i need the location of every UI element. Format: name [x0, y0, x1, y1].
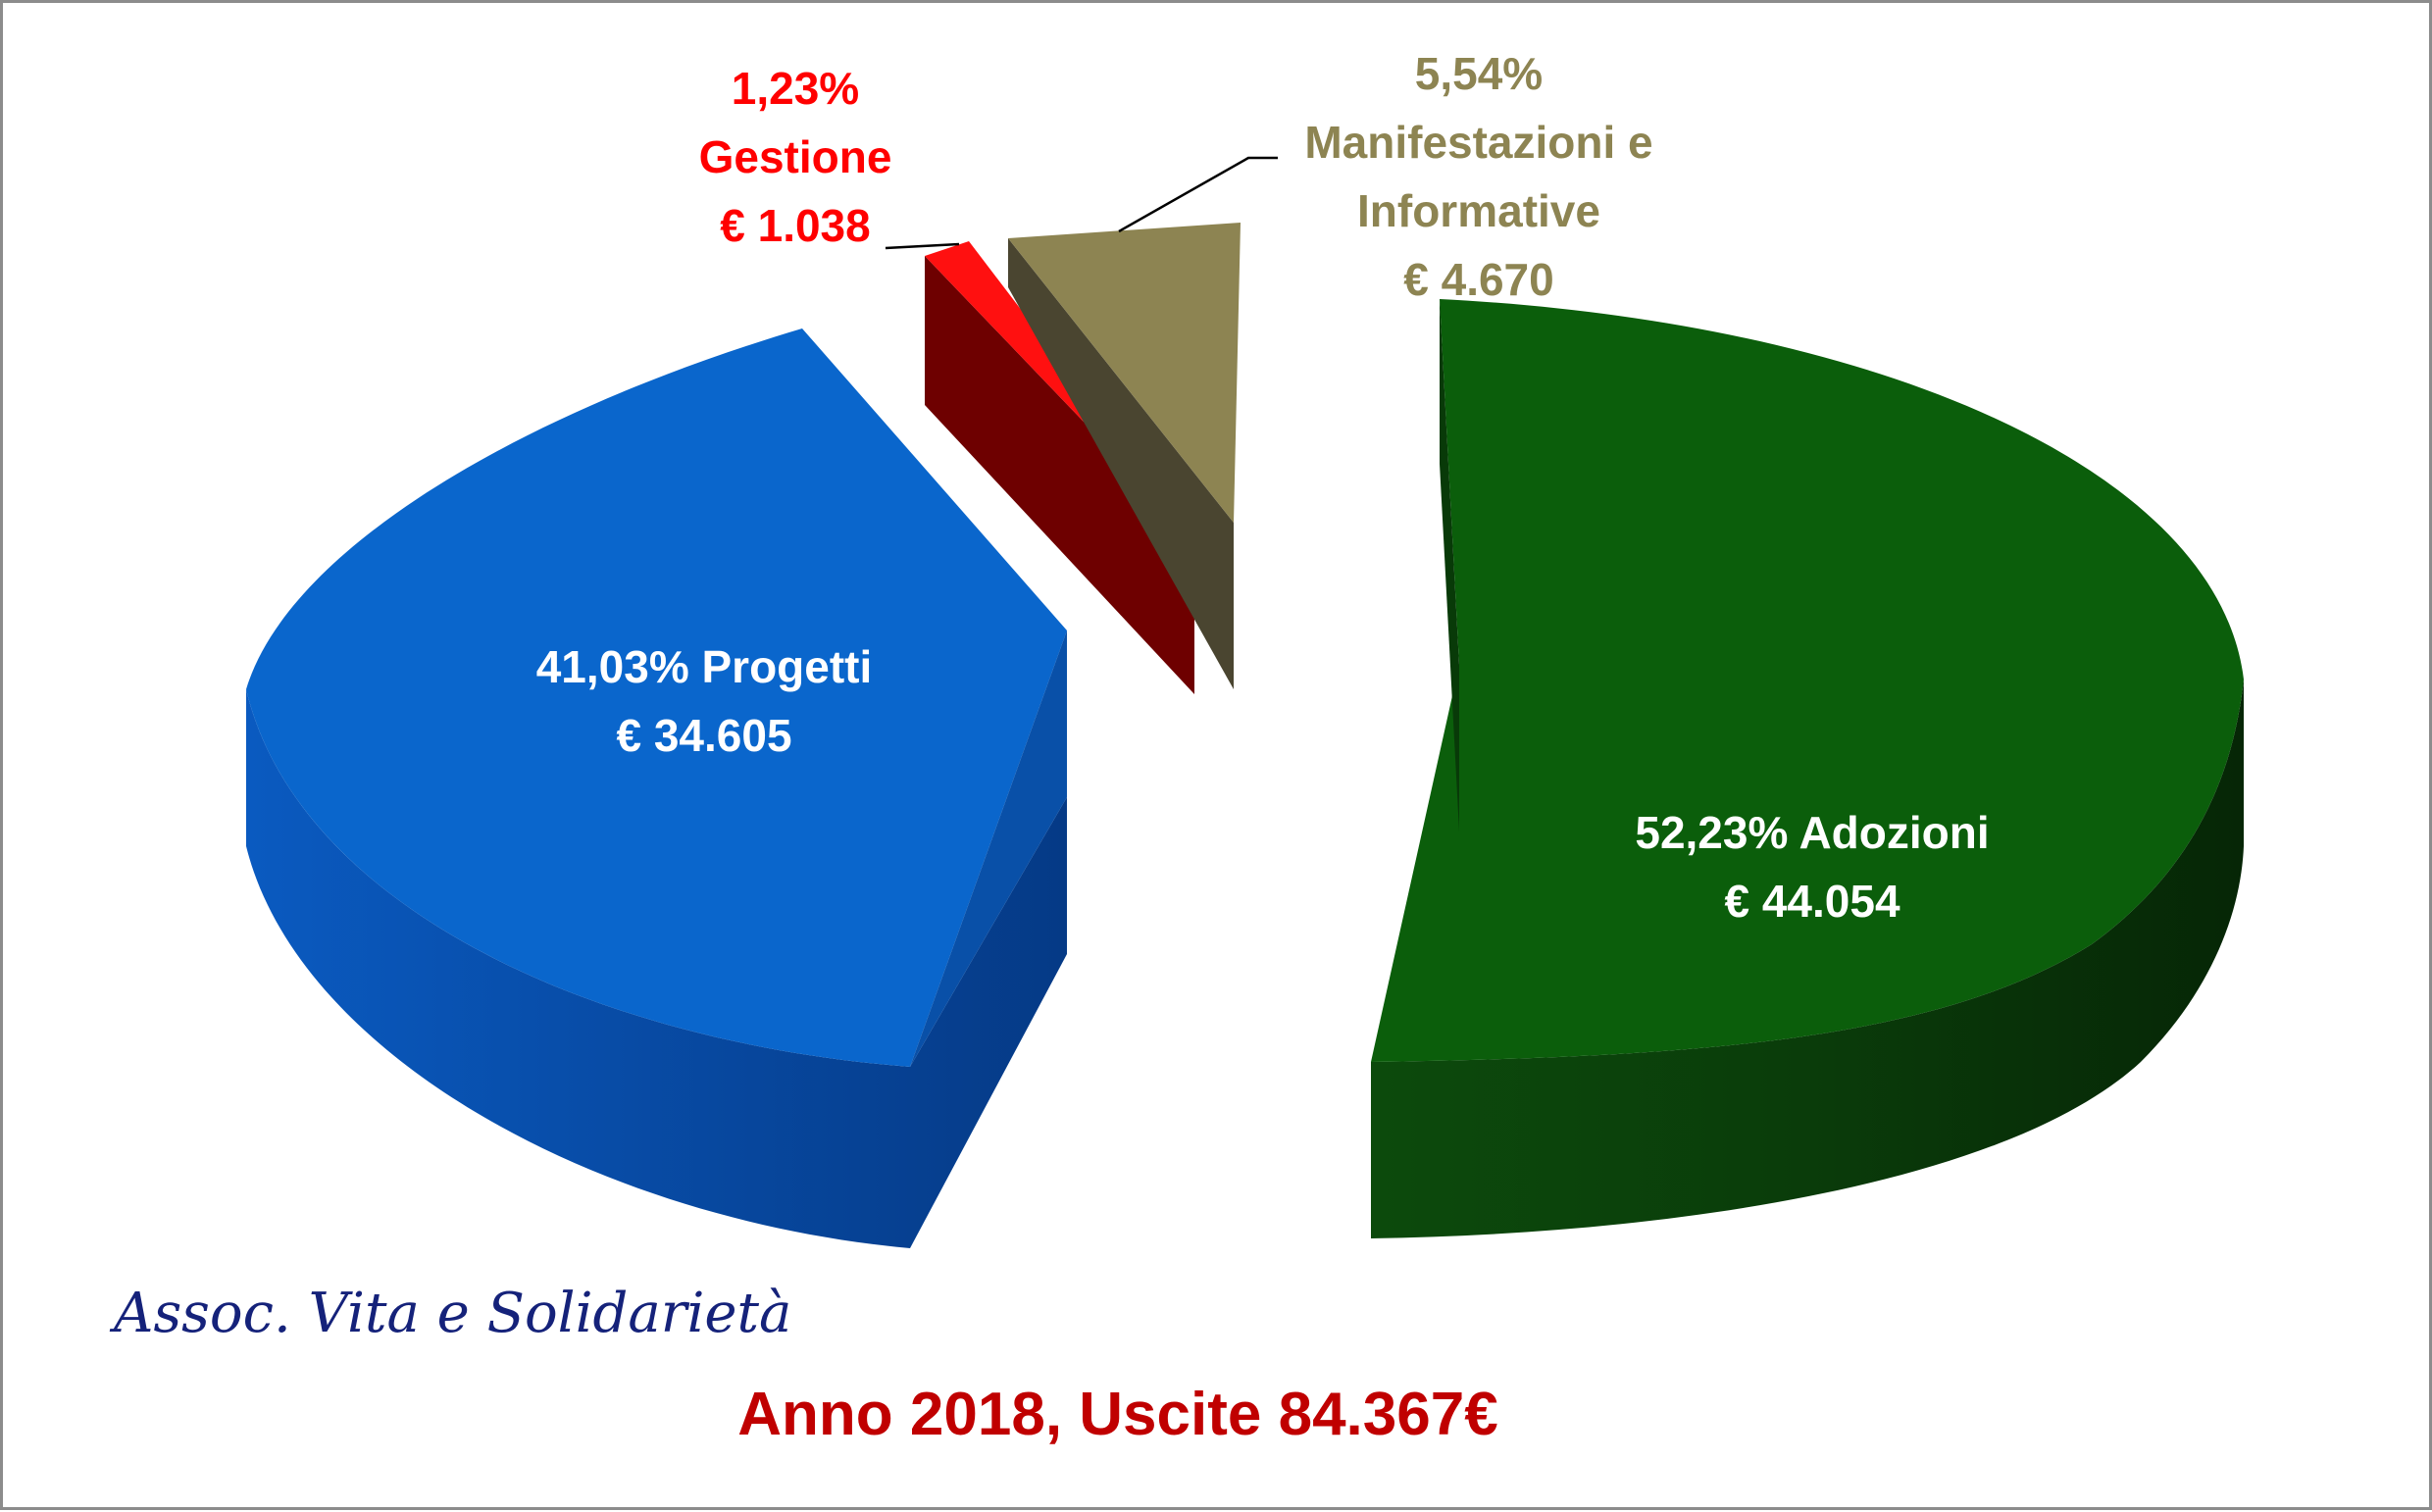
chart-title: Anno 2018, Uscite 84.367€: [737, 1381, 1497, 1448]
pie-slice-progetti-inner-face: [910, 630, 1067, 1067]
pie-slice-progetti: 41,03% Progetti € 34.605: [246, 328, 1067, 1248]
pie-chart: 52,23% Adozioni € 44.054 41,03% Progetti…: [109, 48, 2244, 1448]
pie-slice-manifestazioni-top: [1008, 223, 1241, 523]
slice-label-adozioni-percent: 52,23% Adozioni: [1635, 807, 1989, 858]
slice-label-gestione-value: € 1.038: [720, 200, 870, 251]
pie-slice-gestione-side: [925, 256, 1194, 694]
slice-label-manifestazioni-value: € 4.670: [1403, 254, 1553, 305]
slice-label-gestione-percent: 1,23%: [732, 63, 859, 114]
pie-slice-progetti-side: [246, 689, 1067, 1248]
slice-label-gestione-name: Gestione: [699, 131, 892, 182]
slice-label-manifestazioni-percent: 5,54%: [1415, 48, 1543, 99]
pie-slice-adozioni: 52,23% Adozioni € 44.054: [1371, 299, 2244, 1238]
pie-slice-adozioni-top: [1371, 299, 2244, 1062]
organization-signature: Assoc. Vita e Solidarietà: [109, 1282, 791, 1345]
leader-line-manifestazioni: [1118, 156, 1278, 233]
pie-slice-manifestazioni-side: [1008, 238, 1234, 689]
leader-line-gestione: [885, 242, 960, 250]
pie-slice-adozioni-side: [1371, 680, 2244, 1238]
slice-label-progetti-value: € 34.605: [616, 710, 791, 761]
pie-slice-adozioni-inner-face: [1440, 299, 1459, 832]
slice-label-manifestazioni-name-line2: Informative: [1357, 185, 1600, 236]
slice-label-manifestazioni-name-line1: Manifestazioni e: [1304, 117, 1652, 168]
pie-slice-manifestazioni: [1008, 223, 1241, 689]
slice-label-adozioni-value: € 44.054: [1724, 876, 1900, 927]
pie-slice-progetti-top: [246, 328, 1067, 1067]
slice-label-progetti-percent: 41,03% Progetti: [536, 641, 873, 692]
